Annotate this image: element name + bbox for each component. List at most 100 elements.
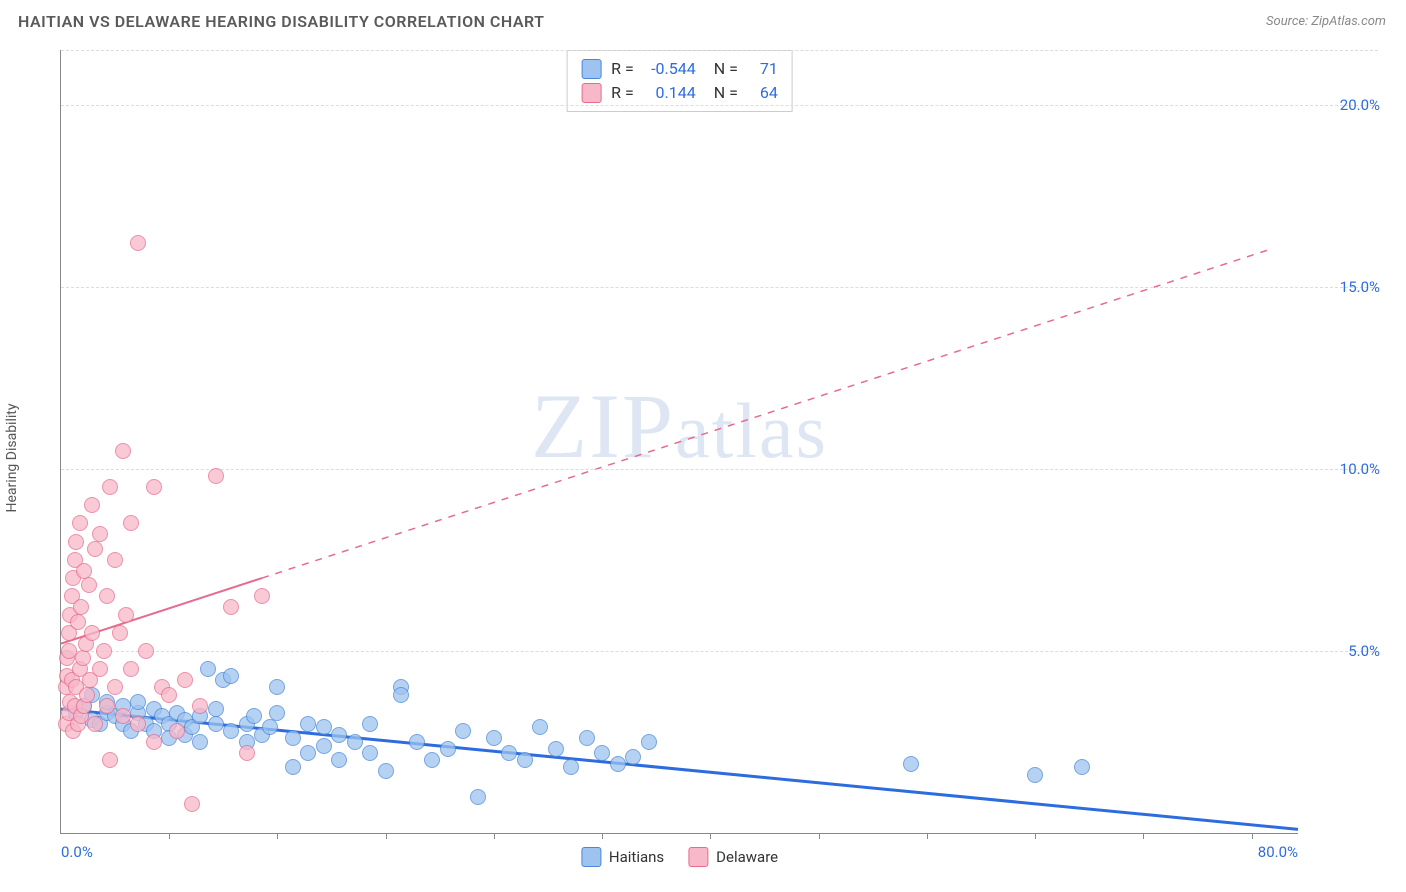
stat-n-value: 64 bbox=[748, 81, 778, 105]
data-point bbox=[285, 759, 301, 775]
gridline bbox=[61, 50, 1378, 51]
data-point bbox=[378, 763, 394, 779]
data-point bbox=[130, 716, 146, 732]
gridline bbox=[61, 287, 1378, 288]
data-point bbox=[579, 730, 595, 746]
chart-source: Source: ZipAtlas.com bbox=[1266, 14, 1386, 29]
stat-r-label: R = bbox=[611, 57, 634, 81]
data-point bbox=[84, 625, 100, 641]
data-point bbox=[200, 661, 216, 677]
data-point bbox=[424, 752, 440, 768]
stats-row: R = 0.144 N = 64 bbox=[581, 81, 778, 105]
data-point bbox=[192, 734, 208, 750]
data-point bbox=[331, 727, 347, 743]
x-tick-mark bbox=[494, 833, 495, 839]
data-point bbox=[362, 745, 378, 761]
legend-item: Haitians bbox=[581, 847, 664, 867]
x-tick-mark bbox=[1143, 833, 1144, 839]
legend-label: Delaware bbox=[716, 848, 778, 866]
data-point bbox=[115, 708, 131, 724]
data-point bbox=[92, 526, 108, 542]
stat-r-label: R = bbox=[611, 81, 634, 105]
data-point bbox=[594, 745, 610, 761]
data-point bbox=[138, 643, 154, 659]
data-point bbox=[96, 643, 112, 659]
x-tick-mark bbox=[710, 833, 711, 839]
legend-label: Haitians bbox=[609, 848, 664, 866]
x-tick-mark bbox=[169, 833, 170, 839]
data-point bbox=[177, 672, 193, 688]
x-tick-label: 80.0% bbox=[1258, 843, 1298, 861]
data-point bbox=[87, 541, 103, 557]
data-point bbox=[84, 497, 100, 513]
data-point bbox=[76, 563, 92, 579]
gridline bbox=[61, 105, 1378, 106]
data-point bbox=[262, 719, 278, 735]
y-tick-label: 15.0% bbox=[1310, 278, 1380, 296]
data-point bbox=[409, 734, 425, 750]
data-point bbox=[563, 759, 579, 775]
data-point bbox=[123, 515, 139, 531]
stat-n-label: N = bbox=[714, 81, 738, 105]
data-point bbox=[1027, 767, 1043, 783]
data-point bbox=[208, 716, 224, 732]
y-tick-label: 5.0% bbox=[1310, 642, 1380, 660]
data-point bbox=[903, 756, 919, 772]
data-point bbox=[269, 705, 285, 721]
data-point bbox=[81, 577, 97, 593]
data-point bbox=[331, 752, 347, 768]
chart-header: HAITIAN VS DELAWARE HEARING DISABILITY C… bbox=[0, 0, 1406, 39]
data-point bbox=[130, 235, 146, 251]
data-point bbox=[102, 752, 118, 768]
data-point bbox=[610, 756, 626, 772]
y-tick-label: 20.0% bbox=[1310, 96, 1380, 114]
data-point bbox=[99, 588, 115, 604]
gridline bbox=[61, 469, 1378, 470]
x-tick-mark bbox=[277, 833, 278, 839]
legend-swatch bbox=[581, 83, 601, 103]
data-point bbox=[1074, 759, 1090, 775]
data-point bbox=[107, 552, 123, 568]
data-point bbox=[254, 588, 270, 604]
watermark-sub: atlas bbox=[675, 387, 828, 474]
data-point bbox=[92, 661, 108, 677]
data-point bbox=[316, 738, 332, 754]
stat-n-label: N = bbox=[714, 57, 738, 81]
data-point bbox=[239, 745, 255, 761]
data-point bbox=[548, 741, 564, 757]
data-point bbox=[625, 749, 641, 765]
gridline bbox=[61, 651, 1378, 652]
data-point bbox=[115, 443, 131, 459]
y-axis-label: Hearing Disability bbox=[4, 404, 20, 513]
data-point bbox=[70, 614, 86, 630]
chart-container: Hearing Disability ZIPatlas R =-0.544N =… bbox=[18, 42, 1388, 874]
data-point bbox=[470, 789, 486, 805]
data-point bbox=[316, 719, 332, 735]
chart-title: HAITIAN VS DELAWARE HEARING DISABILITY C… bbox=[18, 12, 545, 31]
bottom-legend: Haitians Delaware bbox=[581, 847, 778, 867]
data-point bbox=[87, 716, 103, 732]
data-point bbox=[223, 723, 239, 739]
data-point bbox=[102, 479, 118, 495]
y-tick-label: 10.0% bbox=[1310, 460, 1380, 478]
data-point bbox=[362, 716, 378, 732]
data-point bbox=[161, 687, 177, 703]
data-point bbox=[440, 741, 456, 757]
stats-box: R =-0.544N =71R =0.144N =64 bbox=[566, 50, 793, 112]
x-tick-mark bbox=[819, 833, 820, 839]
data-point bbox=[99, 698, 115, 714]
stats-row: R =-0.544N =71 bbox=[581, 57, 778, 81]
stat-r-value: 0.144 bbox=[644, 81, 696, 105]
data-point bbox=[184, 796, 200, 812]
legend-swatch bbox=[581, 59, 601, 79]
legend-item: Delaware bbox=[688, 847, 778, 867]
data-point bbox=[393, 687, 409, 703]
data-point bbox=[118, 607, 134, 623]
x-tick-mark bbox=[927, 833, 928, 839]
data-point bbox=[79, 687, 95, 703]
legend-swatch bbox=[688, 847, 708, 867]
stat-r-value: -0.544 bbox=[644, 57, 696, 81]
data-point bbox=[208, 468, 224, 484]
data-point bbox=[130, 694, 146, 710]
watermark: ZIPatlas bbox=[531, 373, 828, 479]
